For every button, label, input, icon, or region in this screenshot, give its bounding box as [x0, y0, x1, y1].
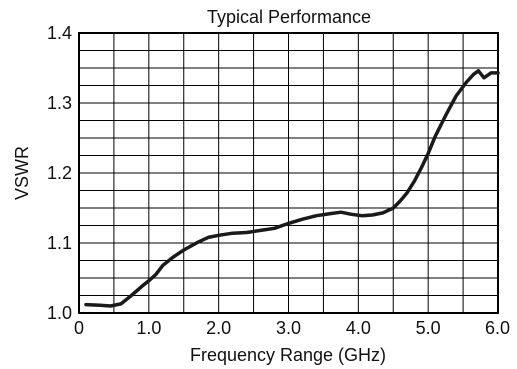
x-tick-label: 1.0 — [136, 318, 161, 338]
x-axis-label: Frequency Range (GHz) — [190, 345, 386, 365]
x-tick-label: 6.0 — [485, 318, 510, 338]
grid-layer — [79, 33, 498, 313]
y-tick-label: 1.2 — [47, 163, 72, 183]
series-layer — [84, 69, 500, 308]
y-axis-label: VSWR — [12, 146, 32, 200]
y-tick-label: 1.0 — [47, 303, 72, 323]
x-tick-label: 4.0 — [346, 318, 371, 338]
y-tick-label: 1.1 — [47, 233, 72, 253]
x-tick-label: 3.0 — [276, 318, 301, 338]
x-tick-label: 5.0 — [416, 318, 441, 338]
plot-frame — [78, 32, 499, 314]
x-tick-label: 0 — [74, 318, 84, 338]
y-tick-label: 1.4 — [47, 23, 72, 43]
chart-title: Typical Performance — [207, 7, 371, 27]
vswr-series-line — [84, 69, 500, 308]
tick-labels: 0 1.0 2.0 3.0 4.0 5.0 6.01.01.11.21.31.4 — [47, 23, 510, 338]
x-tick-label: 2.0 — [206, 318, 231, 338]
y-tick-label: 1.3 — [47, 93, 72, 113]
